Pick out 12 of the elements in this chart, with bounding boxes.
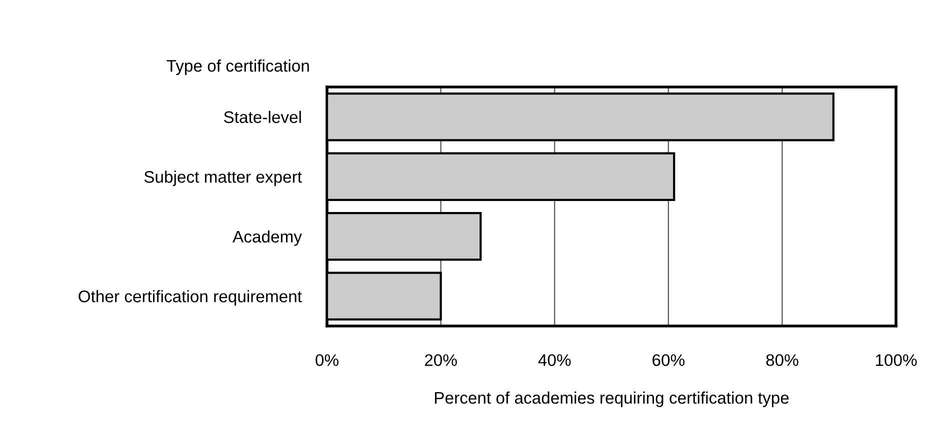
x-tick-label: 60% — [652, 354, 684, 366]
x-axis-title: Percent of academies requiring certification type — [435, 392, 789, 408]
y-axis-title: Type of certification — [166, 60, 309, 76]
x-tick-label: 40% — [538, 354, 571, 366]
x-tick-label: 100% — [876, 354, 917, 366]
x-tick-label: 20% — [424, 354, 457, 366]
y-tick-label: Academy — [232, 230, 302, 246]
y-tick-label: Subject matter expert — [144, 170, 302, 186]
y-tick-label: State-level — [224, 110, 301, 124]
x-tick-label: 0% — [316, 354, 338, 366]
x-tick-label: 80% — [766, 354, 798, 366]
y-tick-label: Other certification requirement — [78, 290, 302, 306]
